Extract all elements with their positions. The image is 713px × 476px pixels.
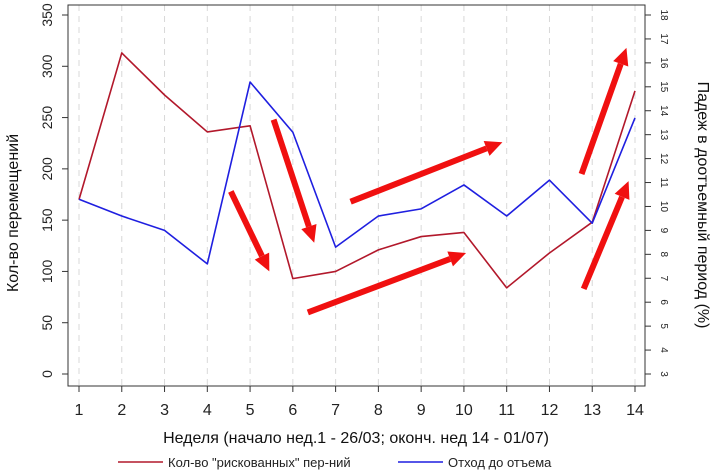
y-axis-left-title: Кол-во перемещений (5, 134, 22, 292)
annotation-arrow-shaft (228, 190, 265, 258)
annotation-arrow-head (301, 224, 317, 243)
annotation-arrow (306, 251, 467, 316)
y-right-tick-label: 4 (658, 347, 669, 353)
annotation-arrow-shaft (580, 195, 625, 291)
y-left-tick-label: 200 (39, 157, 55, 181)
annotation-arrow-head (254, 252, 270, 272)
y-left-tick-label: 250 (39, 106, 55, 130)
y-right-tick-label: 6 (658, 299, 669, 305)
annotation-arrow (578, 47, 629, 175)
y-right-tick-label: 9 (658, 228, 669, 234)
legend-label-series-2: Отход до отъема (448, 455, 552, 470)
x-tick-label: 5 (246, 402, 255, 419)
annotation-arrow (349, 140, 503, 205)
y-axis-right-title: Падеж в доотъемный период (%) (694, 82, 711, 329)
y-right-tick-label: 16 (658, 57, 669, 69)
x-tick-label: 9 (417, 402, 426, 419)
annotation-arrow-head (613, 47, 629, 67)
annotation-arrow (580, 181, 630, 291)
annotation-arrow-head (483, 140, 503, 156)
y-right-tick-label: 11 (658, 177, 669, 188)
y-right-tick-label: 15 (658, 81, 669, 93)
x-tick-label: 3 (160, 402, 169, 419)
series-line-2 (78, 81, 636, 265)
y-right-tick-label: 13 (658, 129, 669, 141)
annotation-arrow (270, 118, 317, 243)
y-right-tick-label: 14 (658, 105, 669, 117)
x-tick-label: 12 (541, 402, 559, 419)
y-right-tick-label: 7 (658, 275, 669, 281)
y-left-tick-label: 350 (39, 3, 55, 27)
x-axis-title: Неделя (начало нед.1 - 26/03; оконч. нед… (163, 430, 549, 447)
x-tick-label: 14 (626, 402, 644, 419)
x-tick-label: 1 (75, 402, 84, 419)
series-line-1 (78, 52, 636, 289)
annotation-arrow-shaft (306, 256, 452, 316)
x-tick-label: 13 (583, 402, 601, 419)
y-right-tick-label: 12 (658, 153, 669, 165)
y-right-tick-label: 10 (658, 201, 669, 213)
x-tick-label: 6 (288, 402, 297, 419)
x-tick-label: 2 (117, 402, 126, 419)
y-right-tick-label: 5 (658, 323, 669, 329)
y-left-tick-label: 100 (39, 260, 55, 284)
y-right-tick-label: 8 (658, 252, 669, 258)
y-left-tick-label: 50 (39, 315, 55, 331)
x-tick-label: 10 (455, 402, 473, 419)
plot-frame (67, 4, 646, 387)
annotation-arrow-shaft (578, 62, 624, 175)
y-left-tick-label: 150 (39, 208, 55, 232)
x-tick-label: 4 (203, 402, 212, 419)
y-right-tick-label: 18 (658, 9, 669, 21)
annotation-arrow-shaft (270, 118, 312, 228)
y-left-tick-label: 0 (39, 370, 55, 378)
legend: Кол-во "рискованных" пер-ний Отход до от… (118, 455, 552, 470)
y-right-tick-label: 17 (658, 33, 669, 45)
annotation-arrow-head (447, 251, 467, 267)
x-tick-label: 11 (498, 402, 515, 419)
y-right-tick-label: 3 (658, 371, 669, 377)
y-left-tick-label: 300 (39, 54, 55, 78)
x-tick-label: 8 (374, 402, 383, 419)
annotation-arrow (228, 190, 270, 272)
annotation-arrow-head (614, 181, 630, 200)
annotation-arrow-shaft (349, 145, 488, 205)
x-tick-label: 7 (331, 402, 340, 419)
legend-label-series-1: Кол-во "рискованных" пер-ний (168, 455, 351, 470)
